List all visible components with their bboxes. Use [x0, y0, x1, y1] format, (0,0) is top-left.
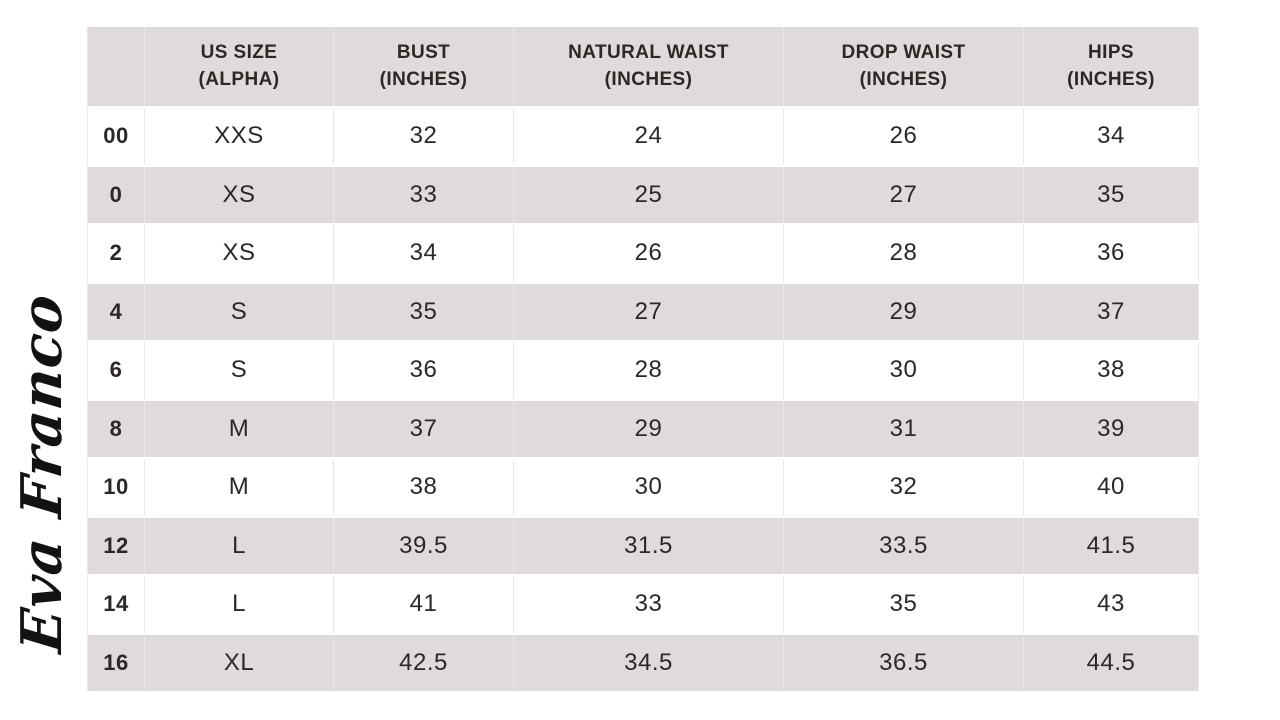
cell-us-size-alpha: M	[144, 457, 334, 518]
table-row: 14 L 41 33 35 43	[87, 574, 1199, 635]
table-row: 12 L 39.5 31.5 33.5 41.5	[87, 515, 1199, 576]
table-row: 2 XS 34 26 28 36	[87, 223, 1199, 284]
cell-hips: 39	[1023, 398, 1199, 459]
cell-natural-waist: 26	[513, 223, 784, 284]
cell-size: 14	[87, 574, 145, 635]
cell-us-size-alpha: S	[144, 281, 334, 342]
header-cell-hips: HIPS (INCHES)	[1023, 25, 1199, 108]
cell-us-size-alpha: XS	[144, 164, 334, 225]
table-row: 8 M 37 29 31 39	[87, 398, 1199, 459]
cell-size: 6	[87, 340, 145, 401]
header-cell-bust: BUST (INCHES)	[333, 25, 514, 108]
cell-natural-waist: 33	[513, 574, 784, 635]
table-body: 00 XXS 32 24 26 34 0 XS 33 25 27 35 2 XS 34 26 28 36 4 S 35 2…	[87, 106, 1199, 693]
cell-bust: 42.5	[333, 632, 514, 693]
cell-us-size-alpha: XXS	[144, 106, 334, 167]
cell-natural-waist: 29	[513, 398, 784, 459]
cell-hips: 36	[1023, 223, 1199, 284]
cell-bust: 38	[333, 457, 514, 518]
cell-bust: 33	[333, 164, 514, 225]
header-row: US SIZE (ALPHA) BUST (INCHES) NATURAL WAIS…	[87, 25, 1199, 108]
table-row: 16 XL 42.5 34.5 36.5 44.5	[87, 632, 1199, 693]
cell-hips: 41.5	[1023, 515, 1199, 576]
table-row: 00 XXS 32 24 26 34	[87, 106, 1199, 167]
cell-size: 00	[87, 106, 145, 167]
table-row: 10 M 38 30 32 40	[87, 457, 1199, 518]
cell-bust: 32	[333, 106, 514, 167]
cell-us-size-alpha: L	[144, 574, 334, 635]
cell-us-size-alpha: XS	[144, 223, 334, 284]
cell-hips: 40	[1023, 457, 1199, 518]
cell-bust: 34	[333, 223, 514, 284]
cell-drop-waist: 27	[783, 164, 1024, 225]
cell-natural-waist: 28	[513, 340, 784, 401]
cell-bust: 39.5	[333, 515, 514, 576]
size-chart-table: US SIZE (ALPHA) BUST (INCHES) NATURAL WAIS…	[87, 25, 1199, 693]
cell-size: 4	[87, 281, 145, 342]
brand-logo: Eva Franco	[9, 291, 75, 656]
cell-natural-waist: 34.5	[513, 632, 784, 693]
cell-size: 16	[87, 632, 145, 693]
brand-logo-text: Eva Franco	[9, 290, 75, 656]
cell-bust: 35	[333, 281, 514, 342]
cell-natural-waist: 30	[513, 457, 784, 518]
cell-bust: 36	[333, 340, 514, 401]
cell-hips: 43	[1023, 574, 1199, 635]
cell-us-size-alpha: L	[144, 515, 334, 576]
cell-drop-waist: 26	[783, 106, 1024, 167]
cell-drop-waist: 29	[783, 281, 1024, 342]
cell-hips: 38	[1023, 340, 1199, 401]
cell-natural-waist: 25	[513, 164, 784, 225]
cell-natural-waist: 27	[513, 281, 784, 342]
cell-size: 2	[87, 223, 145, 284]
cell-bust: 41	[333, 574, 514, 635]
cell-natural-waist: 24	[513, 106, 784, 167]
cell-us-size-alpha: XL	[144, 632, 334, 693]
cell-size: 12	[87, 515, 145, 576]
cell-size: 10	[87, 457, 145, 518]
cell-hips: 34	[1023, 106, 1199, 167]
cell-bust: 37	[333, 398, 514, 459]
cell-us-size-alpha: M	[144, 398, 334, 459]
cell-us-size-alpha: S	[144, 340, 334, 401]
header-cell-size	[87, 25, 145, 108]
cell-drop-waist: 31	[783, 398, 1024, 459]
table-row: 0 XS 33 25 27 35	[87, 164, 1199, 225]
cell-natural-waist: 31.5	[513, 515, 784, 576]
cell-drop-waist: 28	[783, 223, 1024, 284]
header-cell-us-size-alpha: US SIZE (ALPHA)	[144, 25, 334, 108]
header-cell-drop-waist: DROP WAIST (INCHES)	[783, 25, 1024, 108]
cell-size: 8	[87, 398, 145, 459]
table-row: 6 S 36 28 30 38	[87, 340, 1199, 401]
table-row: 4 S 35 27 29 37	[87, 281, 1199, 342]
cell-hips: 44.5	[1023, 632, 1199, 693]
cell-hips: 37	[1023, 281, 1199, 342]
cell-drop-waist: 30	[783, 340, 1024, 401]
cell-drop-waist: 32	[783, 457, 1024, 518]
cell-size: 0	[87, 164, 145, 225]
cell-drop-waist: 33.5	[783, 515, 1024, 576]
cell-hips: 35	[1023, 164, 1199, 225]
table-header: US SIZE (ALPHA) BUST (INCHES) NATURAL WAIS…	[87, 25, 1199, 108]
header-cell-natural-waist: NATURAL WAIST (INCHES)	[513, 25, 784, 108]
cell-drop-waist: 36.5	[783, 632, 1024, 693]
cell-drop-waist: 35	[783, 574, 1024, 635]
